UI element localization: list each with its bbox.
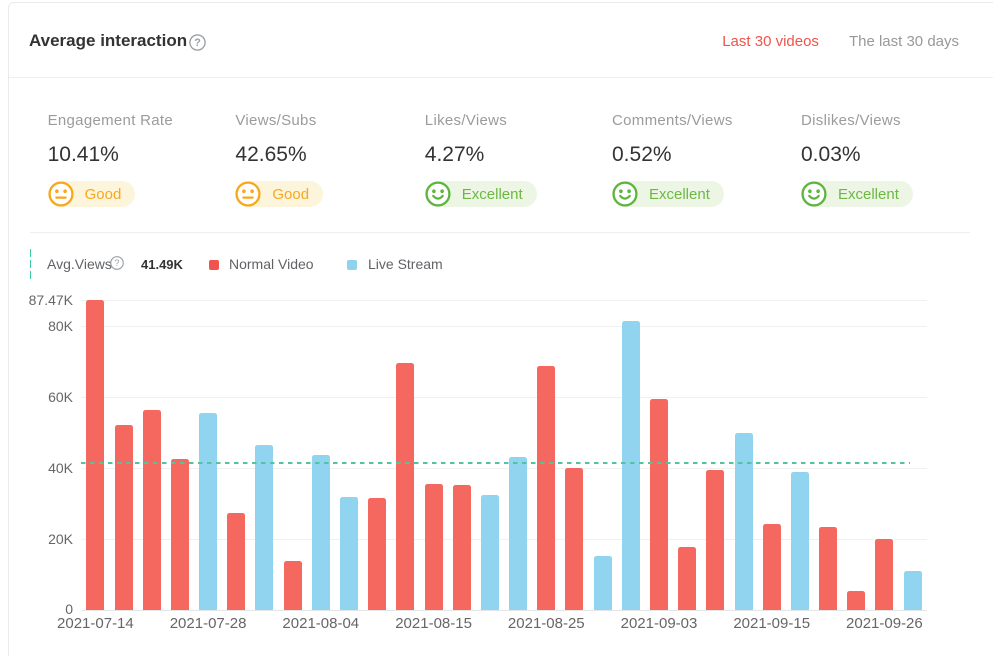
svg-text:?: ? bbox=[114, 258, 119, 268]
svg-text:?: ? bbox=[194, 37, 201, 49]
